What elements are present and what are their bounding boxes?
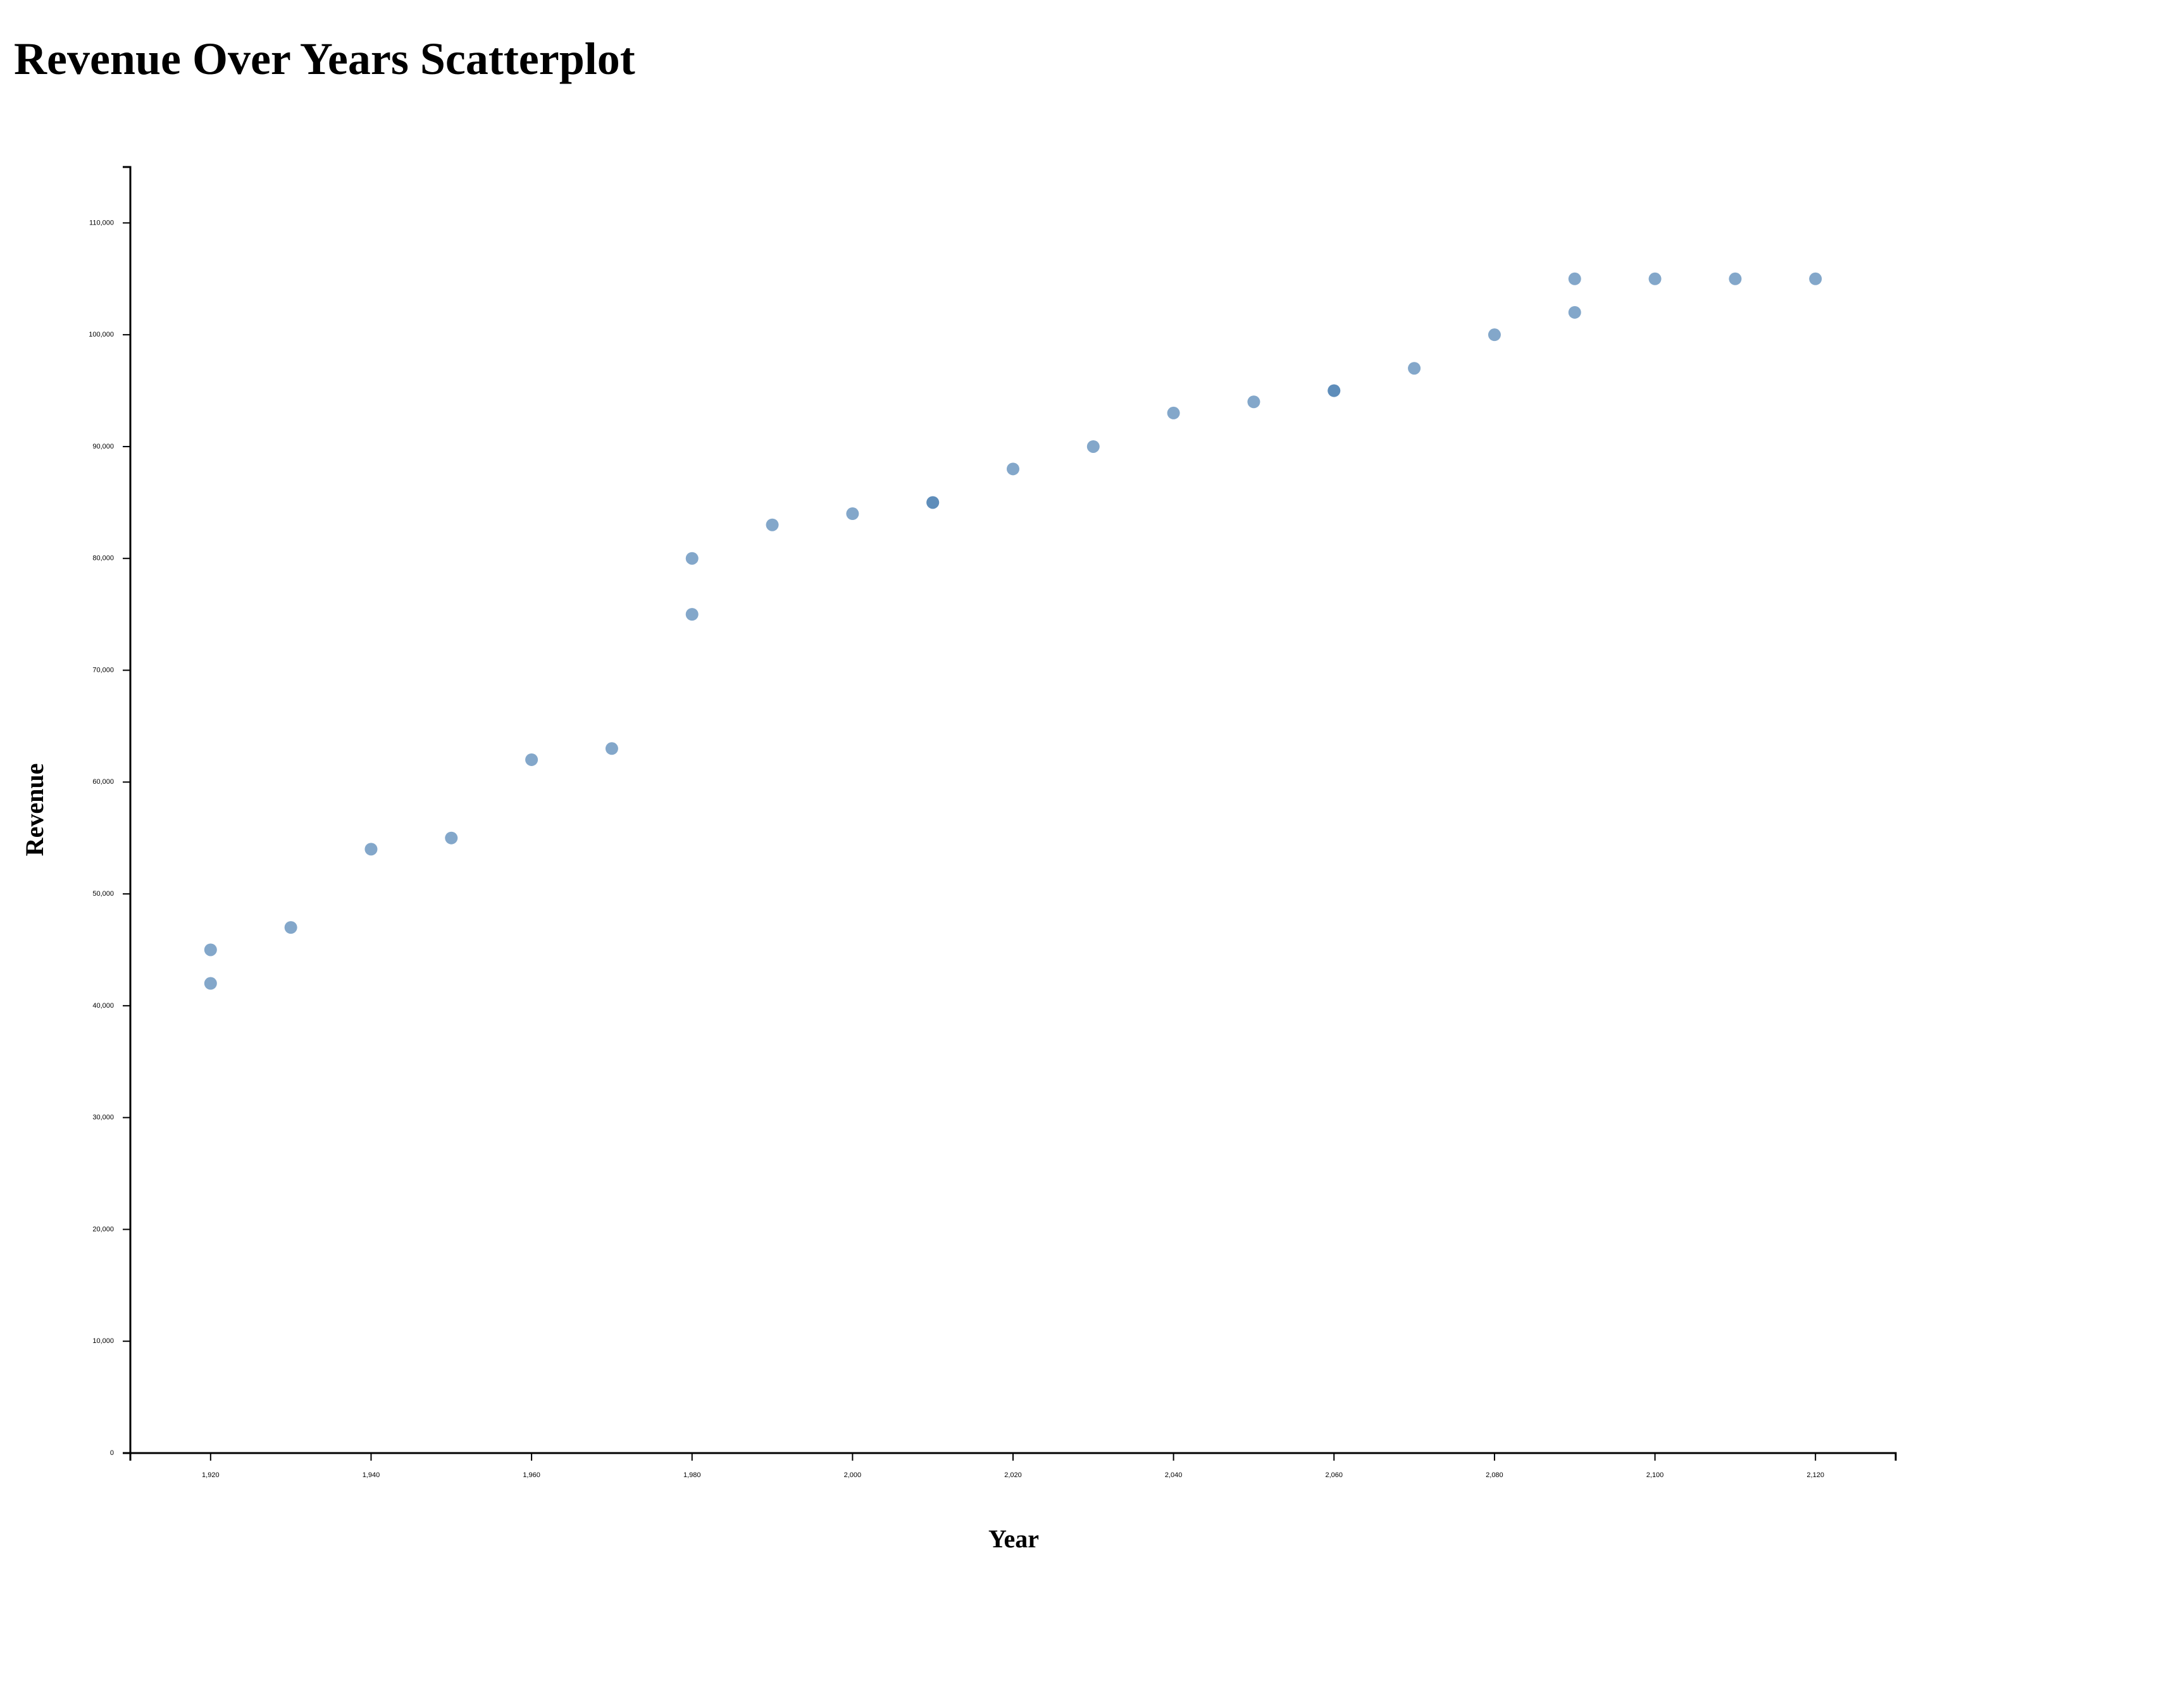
data-point — [1568, 272, 1581, 285]
y-tick-label: 110,000 — [89, 219, 114, 226]
data-point — [1007, 462, 1019, 476]
data-point — [364, 843, 378, 856]
x-axis-title: Year — [988, 1525, 1039, 1553]
x-tick-label: 2,060 — [1326, 1471, 1343, 1479]
y-tick-label: 60,000 — [92, 778, 114, 786]
y-axis: 0 10,000 20,000 30,000 40,000 50,000 60,000 70,… — [89, 166, 132, 1457]
data-point — [445, 831, 458, 845]
y-axis-line — [123, 166, 132, 1454]
y-tick-label: 30,000 — [92, 1114, 114, 1122]
data-point — [1648, 272, 1662, 285]
data-point — [1408, 362, 1421, 375]
x-tick-label: 2,020 — [1004, 1471, 1022, 1479]
page-title: Revenue Over Years Scatterplot — [14, 34, 635, 84]
x-tick-label: 1,960 — [523, 1471, 540, 1479]
data-point — [766, 518, 779, 531]
data-points — [204, 272, 1822, 990]
data-point — [1488, 328, 1501, 342]
data-point — [685, 608, 699, 621]
data-point — [685, 552, 699, 565]
y-tick-label: 0 — [110, 1449, 114, 1457]
y-tick-label: 70,000 — [92, 666, 114, 674]
data-point — [926, 496, 940, 509]
x-tick-label: 2,080 — [1486, 1471, 1503, 1479]
x-axis: 1,920 1,940 1,960 1,980 2,000 2,020 2,040 2,060… — [129, 1452, 1897, 1479]
y-tick-label: 40,000 — [92, 1002, 114, 1010]
data-point — [204, 943, 217, 956]
data-point — [846, 507, 859, 521]
data-point — [1086, 440, 1100, 453]
data-point — [1328, 384, 1341, 397]
x-tick-label: 2,000 — [844, 1471, 862, 1479]
y-tick-label: 50,000 — [92, 890, 114, 898]
data-point — [605, 742, 618, 755]
y-axis-title: Revenue — [20, 764, 49, 857]
y-tick-label: 100,000 — [89, 331, 114, 338]
data-point — [1247, 395, 1260, 409]
data-point — [525, 753, 538, 766]
y-tick-label: 90,000 — [92, 443, 114, 450]
data-point — [284, 921, 297, 934]
y-tick-label: 10,000 — [92, 1337, 114, 1345]
x-tick-label: 2,040 — [1165, 1471, 1183, 1479]
y-tick-label: 20,000 — [92, 1225, 114, 1233]
x-tick-label: 1,980 — [683, 1471, 701, 1479]
data-point — [1729, 272, 1742, 285]
y-tick-label: 80,000 — [92, 555, 114, 562]
data-point — [204, 977, 217, 990]
x-tick-label: 2,100 — [1646, 1471, 1664, 1479]
x-tick-label: 1,940 — [363, 1471, 380, 1479]
x-tick-label: 2,120 — [1806, 1471, 1824, 1479]
x-tick-label: 1,920 — [202, 1471, 220, 1479]
data-point — [1167, 406, 1180, 419]
data-point — [1568, 306, 1581, 319]
data-point — [1809, 272, 1822, 285]
